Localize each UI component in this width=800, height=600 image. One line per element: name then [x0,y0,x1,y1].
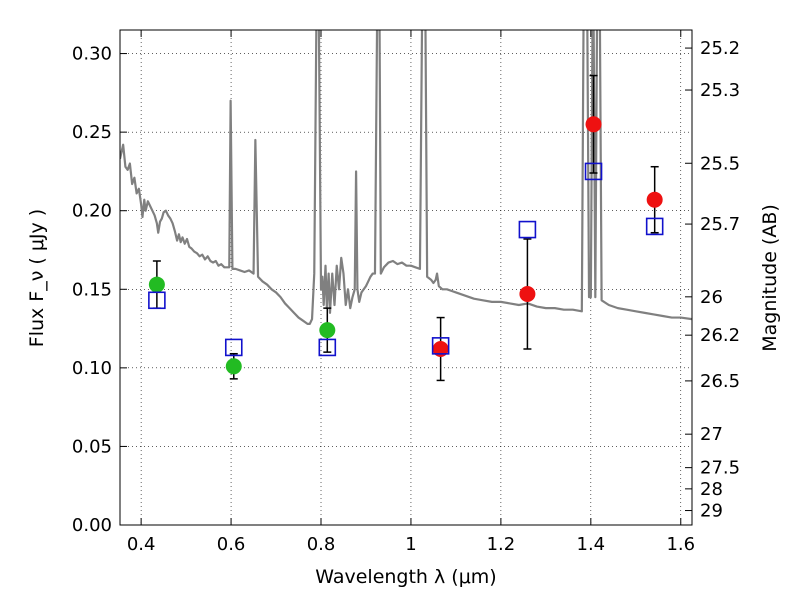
x-tick-label: 1.2 [487,534,516,555]
right-tick-label: 27 [700,424,723,445]
data-point-circle [148,276,165,293]
right-tick-label: 26.2 [700,325,740,346]
x-tick-label: 0.8 [307,534,336,555]
right-axis-label: Magnitude (AB) [759,204,781,352]
model-spectrum-layer [120,30,692,325]
right-tick-label: 26 [700,287,723,308]
right-tick-label: 28 [700,479,723,500]
x-axis-label: Wavelength λ (μm) [315,566,496,588]
data-point-circle [432,341,449,357]
right-tick-label: 26.5 [700,371,740,392]
model-point-square [518,220,537,239]
y-tick-label: 0.00 [72,515,112,536]
x-tick-label: 1.6 [666,534,695,555]
model-point-square [224,338,243,357]
plot-frame [119,29,693,526]
model-point-square [645,217,664,236]
x-tick-label: 0.6 [217,534,246,555]
data-point-circle [646,191,663,208]
model-point-square [318,338,337,357]
y-axis-ticks: 0.00 0.05 0.10 0.15 0.20 0.25 0.30 [72,44,127,536]
model-point-square [584,162,603,181]
y-tick-label: 0.20 [72,201,112,222]
y-tick-label: 0.15 [72,279,112,300]
model-point-square [431,337,450,355]
right-tick-label: 29 [700,501,723,522]
right-tick-label: 25.3 [700,80,740,101]
data-point-circle [585,116,602,133]
y-tick-label: 0.30 [72,44,112,65]
y-tick-label: 0.10 [72,358,112,379]
grid-lines [120,30,692,526]
data-point-circle [319,322,336,339]
x-tick-label: 1 [405,534,416,555]
data-point-circle [519,286,536,302]
model-point-square [148,291,166,310]
y-axis-label: Flux F_ν ( μJy ) [26,209,48,347]
data-point-circle [225,358,242,375]
marker-layer [148,116,664,375]
plot-data-area [120,30,692,382]
x-axis-ticks: 0.4 0.6 0.8 1 1.2 1.4 1.6 [127,30,695,555]
right-tick-label: 25.2 [700,38,740,59]
model-spectrum-line [120,30,692,325]
right-tick-label: 25.7 [700,214,740,235]
x-tick-label: 0.4 [127,534,156,555]
right-tick-label: 27.5 [700,458,740,479]
y-tick-label: 0.05 [72,436,112,457]
x-tick-label: 1.4 [577,534,606,555]
right-tick-label: 25.5 [700,153,740,174]
y-tick-label: 0.25 [72,122,112,143]
